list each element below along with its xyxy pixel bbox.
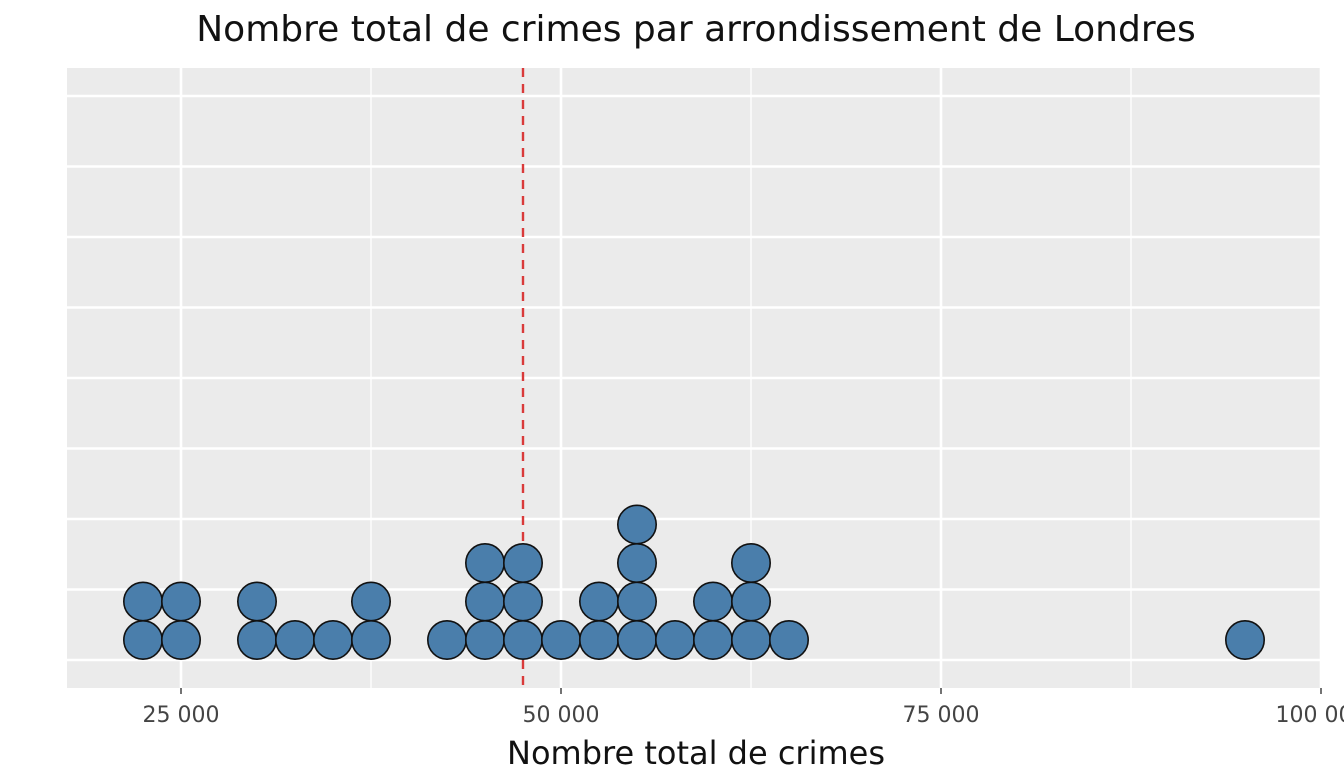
dot: [730, 619, 771, 660]
dot: [161, 581, 202, 622]
grid-lines: [67, 68, 1323, 688]
dot: [502, 581, 543, 622]
dots-layer: [123, 504, 1266, 660]
dot: [274, 619, 315, 660]
chart-title: Nombre total de crimes par arrondissemen…: [196, 9, 1196, 50]
dot: [692, 619, 733, 660]
dot: [616, 542, 657, 583]
dot: [502, 542, 543, 583]
x-tick-label: 75 000: [903, 703, 980, 728]
dot: [540, 619, 581, 660]
dot: [237, 619, 278, 660]
dot: [578, 619, 619, 660]
dot: [237, 581, 278, 622]
x-tick-label: 50 000: [523, 703, 600, 728]
dot: [123, 619, 164, 660]
dot: [502, 619, 543, 660]
dot: [1225, 619, 1266, 660]
dot: [464, 581, 505, 622]
x-axis-ticks: 25 000 50 000 75 000 100 000: [143, 688, 1344, 728]
x-axis-title: Nombre total de crimes: [507, 734, 885, 772]
dot: [730, 542, 771, 583]
dot: [350, 619, 391, 660]
dot: [730, 581, 771, 622]
dot: [464, 542, 505, 583]
dot: [426, 619, 467, 660]
x-tick-label: 100 000: [1276, 703, 1344, 728]
dot: [616, 619, 657, 660]
dot: [464, 619, 505, 660]
x-tick-label: 25 000: [143, 703, 220, 728]
dot: [616, 504, 657, 545]
dot: [578, 581, 619, 622]
dot: [123, 581, 164, 622]
dot: [312, 619, 353, 660]
dot: [350, 581, 391, 622]
dot: [692, 581, 733, 622]
dot: [616, 581, 657, 622]
dot: [654, 619, 695, 660]
dot: [161, 619, 202, 660]
dot: [768, 619, 809, 660]
